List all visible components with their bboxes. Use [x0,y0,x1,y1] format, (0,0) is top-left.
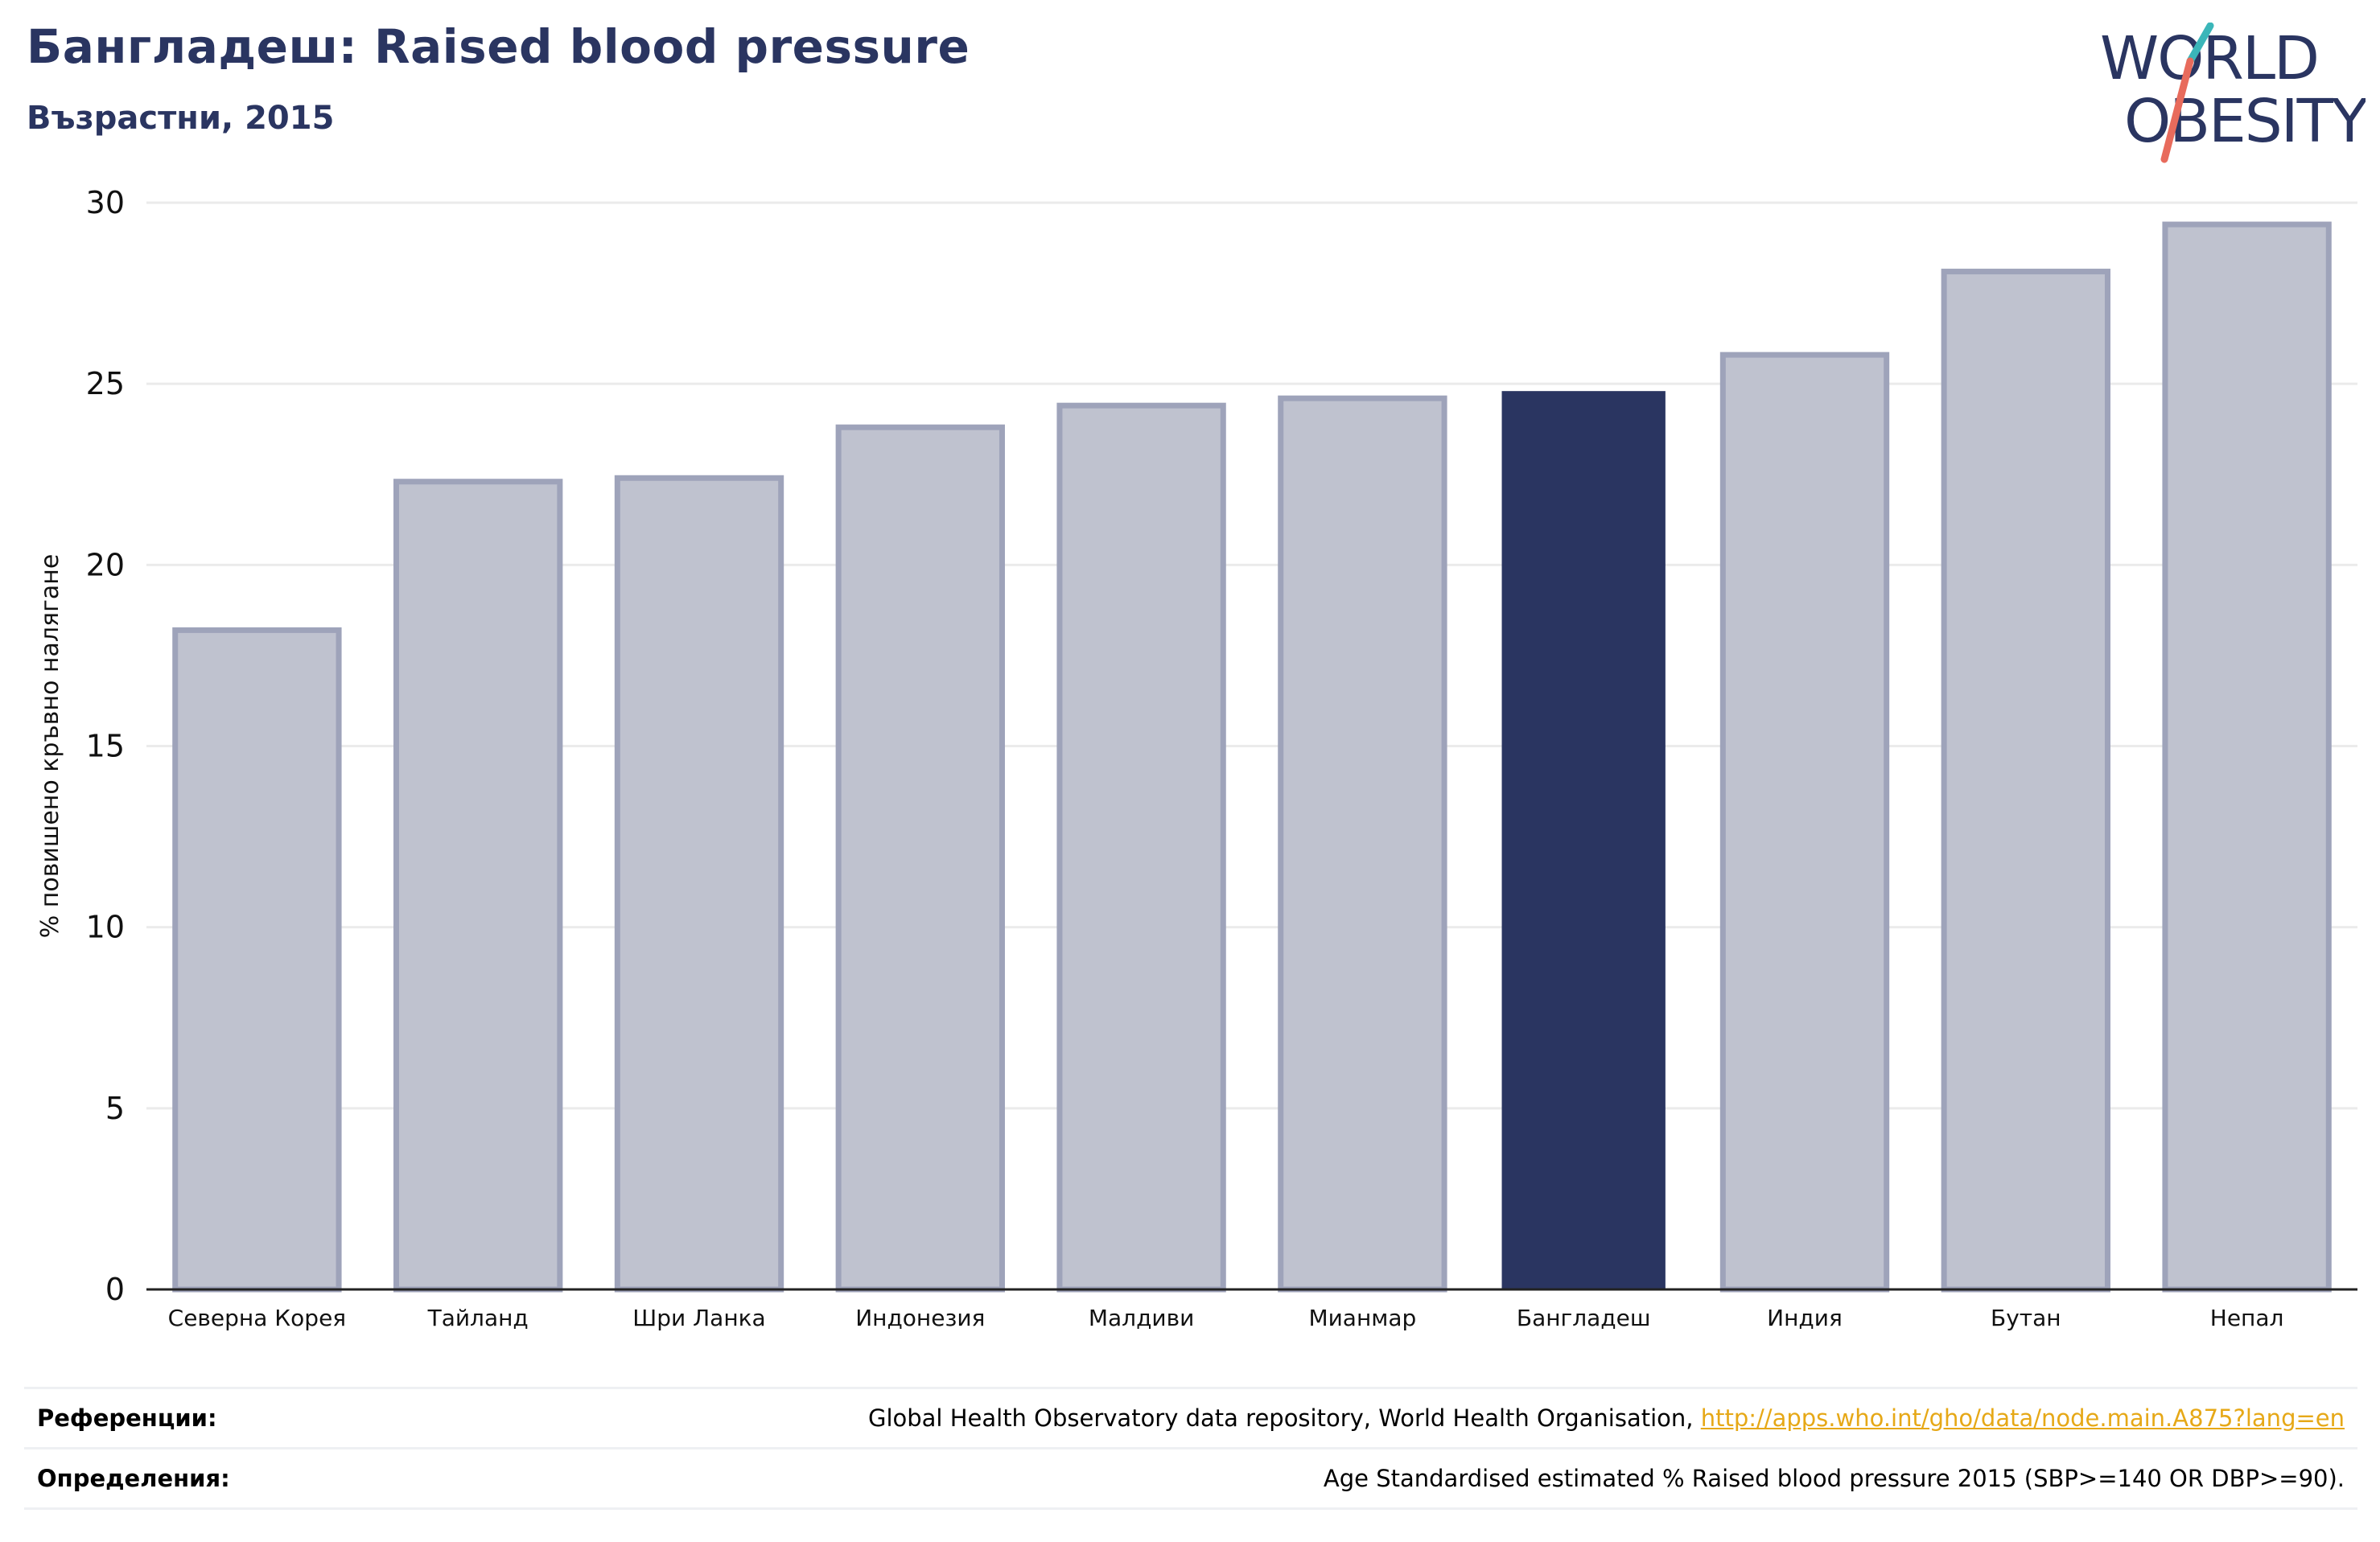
x-tick-label: Малдиви [1089,1305,1194,1331]
page-title: Бангладеш: Raised blood pressure [27,19,970,74]
y-axis-label: % повишено кръвно налягане [36,554,64,939]
bar [1941,269,2110,1293]
bar [393,479,563,1293]
logo-slash-coral [2160,57,2194,163]
sources-link[interactable]: http://apps.who.int/gho/data/node.main.A… [1700,1404,2345,1432]
sources-text: Global Health Observatory data repositor… [867,1404,1701,1432]
world-obesity-logo: WORLD OBESITY [2100,23,2366,163]
bar [1719,352,1890,1293]
logo-line2: OBESITY [2124,87,2366,156]
bar [614,475,784,1293]
x-tick-label: Бутан [1991,1305,2061,1331]
bar [2162,221,2332,1293]
y-tick-label: 0 [105,1272,125,1307]
x-tick-label: Бангладеш [1517,1305,1651,1331]
y-tick-label: 5 [105,1091,125,1126]
x-tick-label: Шри Ланка [632,1305,765,1331]
sources-label: Референции: [37,1404,217,1432]
x-tick-label: Северна Корея [168,1305,347,1331]
x-tick-label: Тайланд [427,1305,529,1331]
x-tick-label: Непал [2210,1305,2284,1331]
bar [1501,391,1666,1289]
x-tick-label: Индонезия [855,1305,985,1331]
bar [1278,395,1447,1293]
sources-value: Global Health Observatory data repositor… [868,1404,2357,1432]
definitions-label: Определения: [37,1465,230,1492]
definitions-row: Определения: Age Standardised estimated … [24,1447,2357,1510]
y-tick-label: 10 [86,910,125,945]
y-tick-label: 30 [86,185,125,220]
definitions-text: Age Standardised estimated % Raised bloo… [1323,1465,2345,1492]
bar [835,424,1005,1293]
bar [1056,402,1226,1293]
logo-slash-teal [2186,23,2214,65]
page-subtitle: Възрастни, 2015 [27,100,335,137]
sources-row: Референции: Global Health Observatory da… [24,1387,2357,1447]
bar [172,627,342,1293]
y-tick-label: 20 [86,547,125,582]
y-tick-label: 25 [86,366,125,401]
x-tick-label: Мианмар [1308,1305,1416,1331]
y-tick-label: 15 [86,729,125,764]
references-table: Референции: Global Health Observatory da… [24,1387,2357,1510]
bar-chart: 0 5 10 15 20 25 30 % повишено кръвно налягане Се… [36,185,2357,1331]
logo-line1: WORLD [2100,24,2318,93]
x-tick-label: Индия [1767,1305,1843,1331]
